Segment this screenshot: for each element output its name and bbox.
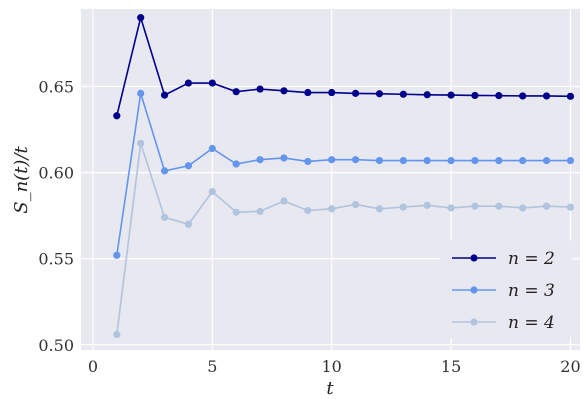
legend: n = 2 n = 3 n = 4 bbox=[440, 240, 572, 338]
data-point bbox=[399, 203, 407, 211]
data-point bbox=[184, 162, 193, 170]
data-point bbox=[351, 89, 360, 97]
data-point bbox=[495, 156, 503, 165]
data-point bbox=[113, 251, 121, 259]
legend-marker bbox=[470, 286, 478, 294]
data-point bbox=[304, 88, 312, 97]
data-point bbox=[208, 79, 216, 87]
data-point bbox=[351, 156, 360, 164]
series-line bbox=[116, 143, 571, 335]
data-point bbox=[113, 112, 121, 120]
data-point bbox=[471, 156, 479, 165]
data-point bbox=[160, 167, 169, 175]
series-layer bbox=[113, 14, 575, 339]
data-point bbox=[519, 204, 527, 212]
legend-label: n = 2 bbox=[508, 249, 555, 269]
data-point bbox=[423, 201, 431, 209]
data-point bbox=[519, 156, 527, 165]
data-point bbox=[542, 92, 551, 100]
series-1 bbox=[113, 14, 575, 120]
legend-box bbox=[440, 240, 572, 338]
legend-label: n = 3 bbox=[508, 281, 555, 301]
data-point bbox=[399, 90, 407, 98]
data-point bbox=[232, 208, 240, 216]
data-point bbox=[208, 187, 216, 196]
data-point bbox=[471, 91, 479, 100]
data-point bbox=[375, 90, 384, 98]
data-point bbox=[328, 156, 336, 164]
data-point bbox=[184, 79, 193, 87]
data-point bbox=[375, 156, 384, 165]
x-axis-label: t bbox=[326, 378, 334, 399]
legend-label: n = 4 bbox=[508, 313, 555, 333]
data-point bbox=[399, 156, 407, 165]
data-point bbox=[137, 139, 145, 147]
data-point bbox=[137, 89, 145, 97]
data-point bbox=[137, 14, 145, 22]
data-point bbox=[304, 206, 312, 215]
data-point bbox=[328, 205, 336, 213]
x-tick-label: 5 bbox=[207, 357, 217, 376]
data-point bbox=[519, 92, 527, 100]
data-point bbox=[160, 91, 169, 99]
data-point bbox=[375, 205, 384, 213]
data-point bbox=[280, 197, 288, 205]
data-point bbox=[208, 144, 216, 153]
data-point bbox=[566, 203, 575, 211]
data-point bbox=[495, 92, 503, 100]
data-point bbox=[542, 202, 551, 210]
y-tick-label: 0.60 bbox=[38, 164, 74, 183]
legend-entry-3: n = 4 bbox=[452, 313, 555, 333]
data-point bbox=[447, 204, 455, 212]
series-line bbox=[116, 14, 571, 116]
series-3 bbox=[113, 139, 575, 339]
legend-marker bbox=[470, 318, 478, 326]
x-tick-label: 15 bbox=[441, 357, 461, 376]
data-point bbox=[447, 91, 455, 99]
y-axis-label: S_n(t)/t bbox=[11, 145, 32, 213]
data-point bbox=[304, 157, 312, 166]
legend-entry-1: n = 2 bbox=[452, 249, 555, 269]
data-point bbox=[423, 156, 431, 165]
series-2 bbox=[113, 89, 575, 259]
x-tick-label: 10 bbox=[322, 357, 342, 376]
legend-entry-2: n = 3 bbox=[452, 281, 555, 301]
x-tick-label: 20 bbox=[560, 357, 580, 376]
x-tick-label: 0 bbox=[88, 357, 98, 376]
data-point bbox=[542, 156, 551, 165]
data-point bbox=[566, 92, 575, 100]
data-point bbox=[256, 207, 264, 215]
data-point bbox=[495, 202, 503, 210]
data-point bbox=[256, 85, 264, 93]
data-point bbox=[184, 220, 193, 228]
tick-labels: 0 5 10 15 20 0.50 0.55 0.60 0.65 bbox=[38, 78, 580, 377]
legend-marker bbox=[470, 254, 478, 262]
data-point bbox=[113, 330, 121, 339]
series-line bbox=[116, 93, 571, 256]
data-point bbox=[471, 202, 479, 210]
data-point bbox=[280, 87, 288, 95]
data-point bbox=[566, 156, 575, 165]
data-point bbox=[232, 160, 240, 168]
data-point bbox=[447, 156, 455, 165]
data-point bbox=[256, 156, 264, 164]
data-point bbox=[328, 88, 336, 97]
data-point bbox=[160, 213, 169, 221]
data-point bbox=[351, 200, 360, 209]
y-tick-label: 0.55 bbox=[38, 250, 74, 269]
y-tick-label: 0.65 bbox=[38, 78, 74, 97]
data-point bbox=[232, 88, 240, 96]
data-point bbox=[423, 91, 431, 99]
data-point bbox=[280, 154, 288, 162]
y-tick-label: 0.50 bbox=[38, 336, 74, 355]
